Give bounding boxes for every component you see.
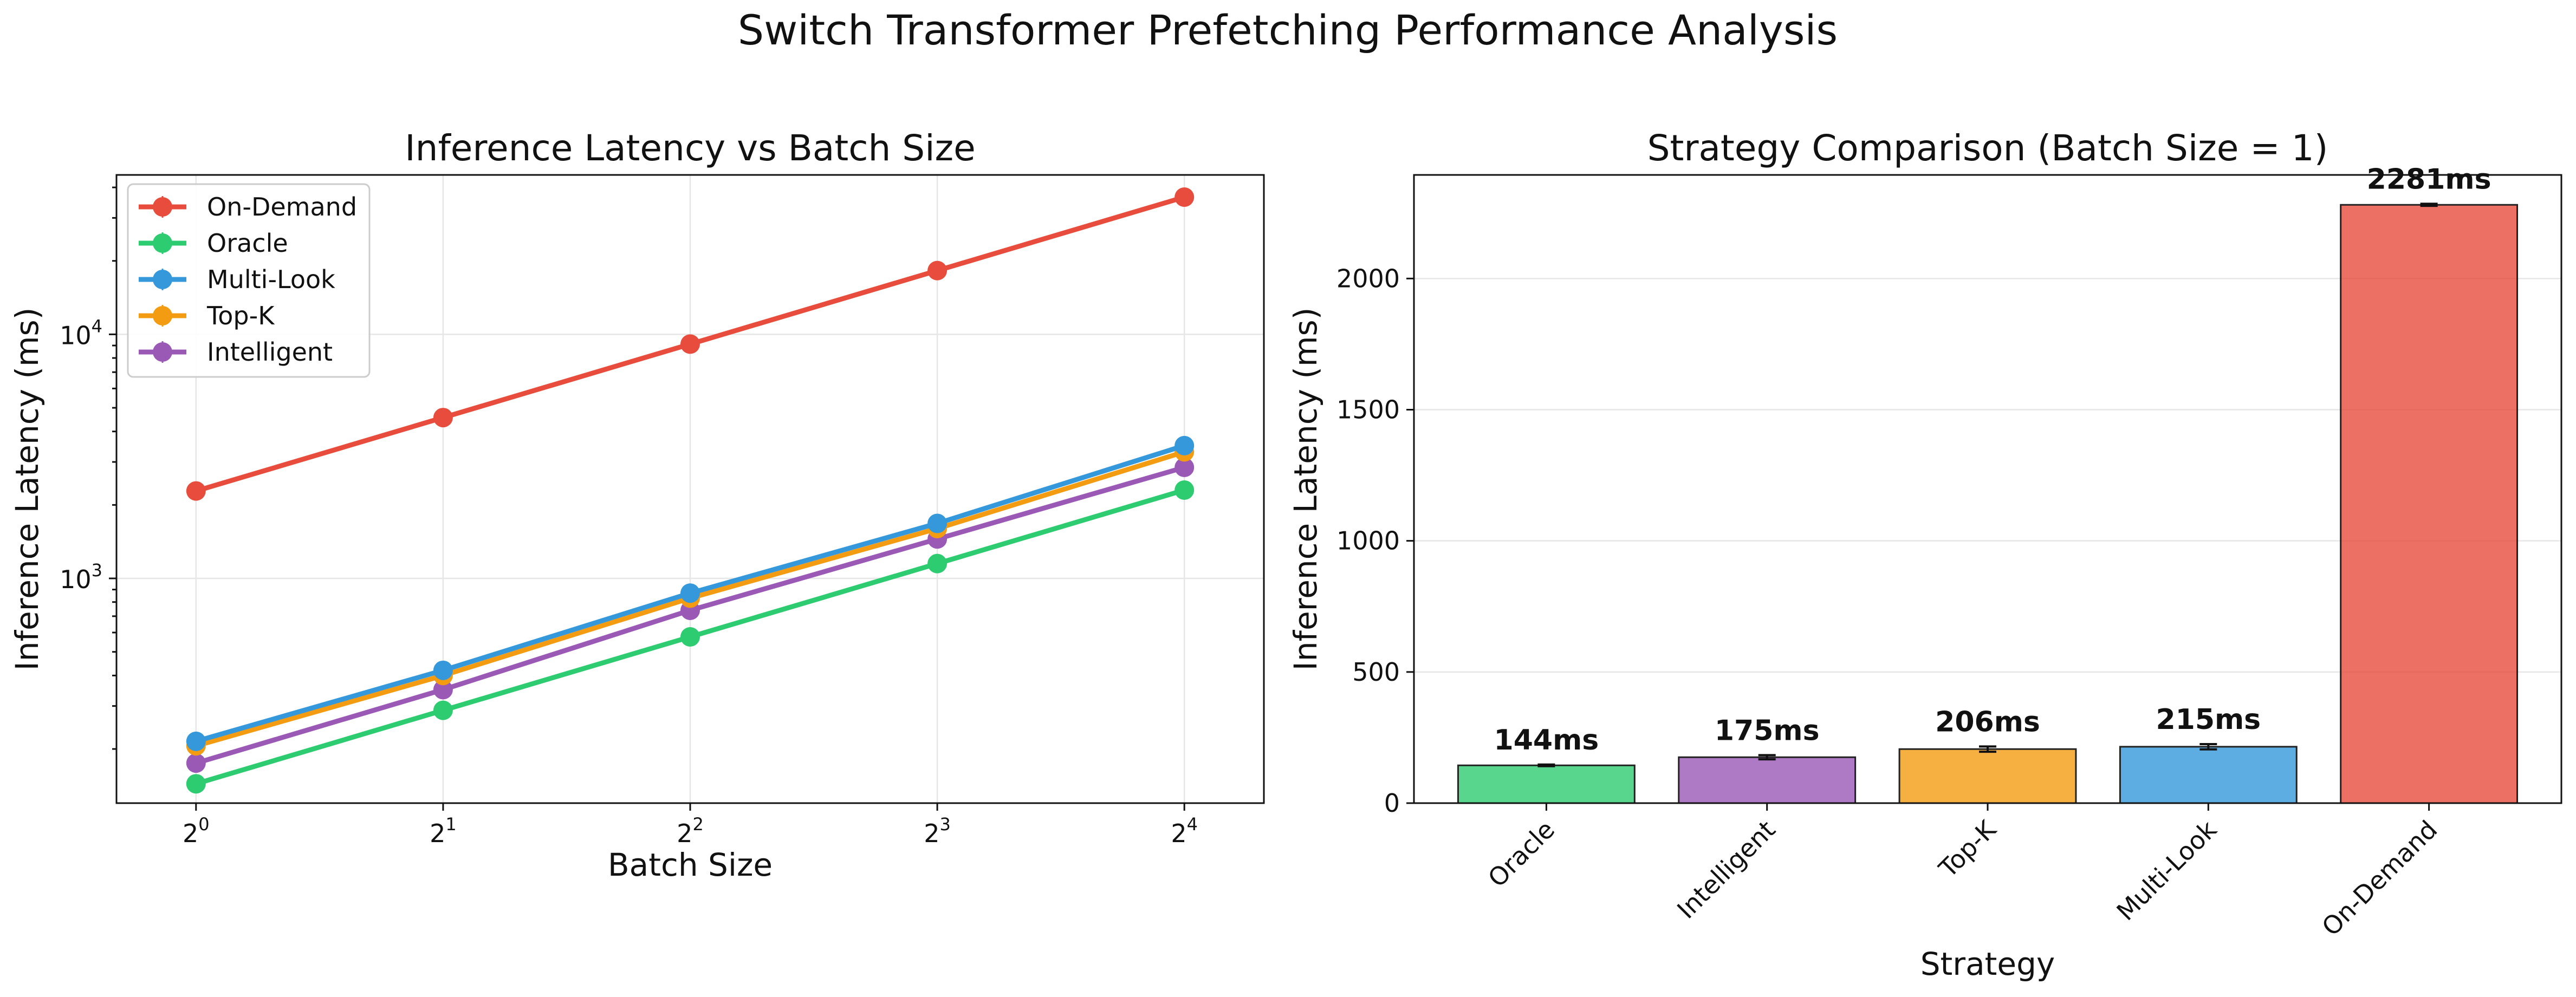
line-chart-x-tick-label-exp: 3: [940, 814, 951, 835]
line-chart-y-label: Inference Latency (ms): [9, 308, 46, 671]
line-chart-x-tick-label-base: 2: [924, 819, 939, 848]
legend-label-oracle: Oracle: [207, 229, 288, 258]
bar-chart-x-label: Strategy: [1920, 946, 2055, 982]
bar-chart-y-tick-label: 500: [1352, 657, 1400, 687]
line-chart-y-tick-label-exp: 3: [92, 560, 102, 581]
line-chart-x-tick-label-base: 2: [1171, 819, 1186, 848]
bar-value-label-oracle: 144ms: [1494, 724, 1599, 757]
line-chart-y-tick-label-base: 10: [60, 321, 92, 350]
bar-chart-x-tick-label-multi-look: Multi-Look: [2111, 814, 2222, 926]
line-chart-x-tick-label-exp: 1: [445, 814, 456, 835]
bar-chart-x-tick-label-top-k: Top-K: [1933, 814, 2002, 883]
data-point-on-demand: [680, 334, 700, 354]
legend-label-on-demand: On-Demand: [207, 192, 357, 221]
bar-chart-y-label: Inference Latency (ms): [1287, 308, 1324, 671]
line-chart-x-tick-label: 21: [430, 814, 457, 848]
line-chart-y-tick-label: 103: [60, 560, 102, 594]
line-chart-x-tick-label-base: 2: [183, 819, 198, 848]
legend-label-top-k: Top-K: [206, 301, 275, 330]
line-chart-x-label: Batch Size: [608, 846, 773, 883]
bar-oracle: [1457, 764, 1636, 804]
bar-value-label-multi-look: 215ms: [2156, 703, 2261, 736]
bar-chart-y-tick-label: 1000: [1336, 526, 1400, 556]
line-chart-x-tick-label: 23: [924, 814, 951, 848]
data-point-on-demand: [433, 408, 453, 428]
bar-multi-look: [2119, 746, 2298, 804]
bar-value-label-top-k: 206ms: [1935, 706, 2040, 738]
bar-value-label-on-demand: 2281ms: [2367, 163, 2491, 196]
bar-value-label-intelligent: 175ms: [1715, 714, 1820, 747]
bar-chart-x-tick-label-on-demand: On-Demand: [2316, 815, 2443, 942]
data-point-multi-look: [927, 513, 948, 533]
data-point-multi-look: [186, 731, 206, 751]
legend-marker-intelligent: [153, 342, 172, 362]
legend-marker-top-k: [153, 306, 172, 325]
legend-marker-oracle: [153, 233, 172, 253]
legend-label-multi-look: Multi-Look: [207, 265, 335, 294]
legend-marker-on-demand: [153, 197, 172, 217]
line-chart-x-tick-label-exp: 4: [1187, 814, 1198, 835]
line-chart-y-tick-label: 104: [60, 316, 102, 350]
legend: On-Demand Oracle Multi-Look Top-K Intelligen…: [127, 183, 371, 378]
data-point-oracle: [433, 700, 453, 720]
data-point-oracle: [680, 627, 700, 647]
bar-chart-title: Strategy Comparison (Batch Size = 1): [1647, 127, 2328, 169]
line-chart-series: [186, 187, 1195, 794]
bar-on-demand: [2340, 204, 2519, 804]
bar-chart-x-tick-label-intelligent: Intelligent: [1671, 815, 1781, 924]
data-point-on-demand: [927, 260, 948, 281]
data-point-on-demand: [186, 481, 206, 501]
bar-chart-x-tick-label-oracle: Oracle: [1482, 815, 1560, 893]
line-chart-x-tick-label-base: 2: [677, 819, 692, 848]
line-chart-y-tick-label-exp: 4: [92, 316, 102, 336]
figure-title: Switch Transformer Prefetching Performan…: [738, 6, 1838, 54]
line-chart-x-tick-label-exp: 0: [198, 814, 209, 835]
legend-box: [127, 183, 371, 378]
bar-chart-bars: 144ms 175ms 206ms 215ms 2281ms: [1457, 163, 2519, 804]
line-chart-x-tick-label-base: 2: [430, 819, 445, 848]
bar-chart-y-tick-label: 2000: [1336, 264, 1400, 293]
line-chart-x-tick-label: 24: [1171, 814, 1198, 848]
data-point-intelligent: [186, 753, 206, 773]
data-point-multi-look: [1175, 435, 1195, 455]
data-point-on-demand: [1175, 187, 1195, 207]
line-chart-x-tick-label: 22: [677, 814, 704, 848]
legend-marker-multi-look: [153, 270, 172, 289]
legend-label-intelligent: Intelligent: [207, 337, 333, 367]
data-point-multi-look: [433, 660, 453, 680]
data-point-multi-look: [680, 583, 700, 603]
line-chart-x-tick-label-exp: 2: [692, 814, 703, 835]
line-chart-x-tick-label: 20: [183, 814, 210, 848]
bar-chart-ticks: 0 500 1000 1500 2000 Oracle Intelligent Top-K Mu…: [1336, 264, 2443, 941]
data-point-oracle: [186, 774, 206, 794]
bar-intelligent: [1678, 756, 1857, 804]
data-point-oracle: [927, 553, 948, 574]
bar-chart-y-tick-label: 0: [1384, 789, 1400, 818]
line-chart-y-tick-label-base: 10: [60, 565, 92, 594]
data-point-intelligent: [1175, 458, 1195, 478]
bar-chart-y-tick-label: 1500: [1336, 395, 1400, 424]
line-chart-title: Inference Latency vs Batch Size: [405, 127, 976, 169]
bar-chart: 144ms 175ms 206ms 215ms 2281ms 0 500 1000 1500 2…: [1287, 127, 2562, 982]
data-point-intelligent: [433, 680, 453, 700]
bar-top-k: [1898, 748, 2077, 804]
data-point-oracle: [1175, 480, 1195, 500]
